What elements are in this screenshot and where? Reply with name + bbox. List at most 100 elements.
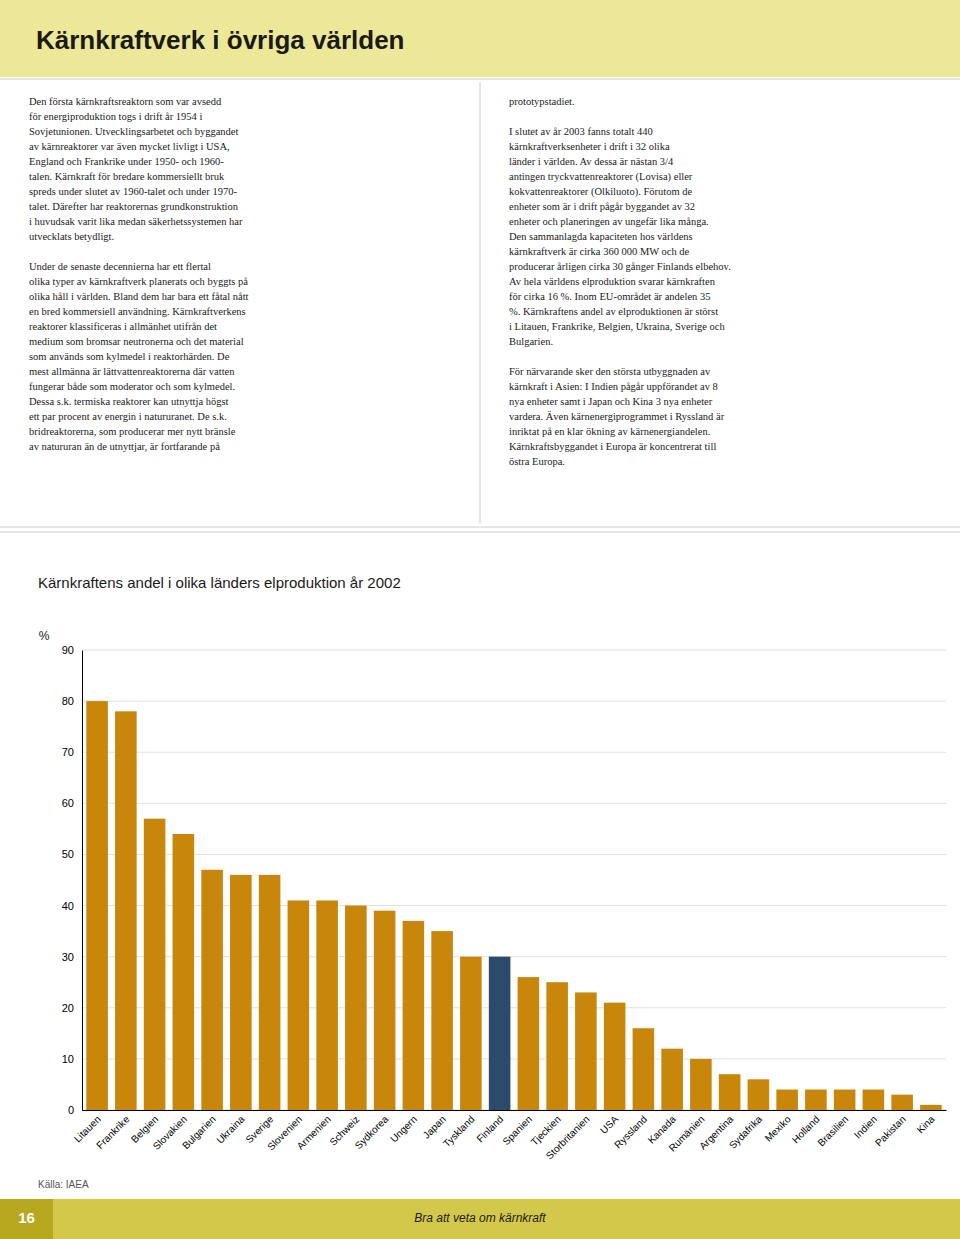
x-tick-label: Sydafrika bbox=[727, 1113, 765, 1151]
bar bbox=[460, 957, 482, 1110]
y-tick-label: 20 bbox=[62, 1002, 74, 1014]
text-line: producerar årligen cirka 30 gånger Finla… bbox=[509, 261, 731, 272]
bar bbox=[719, 1074, 741, 1110]
text-line: talen. Kärnkraft för bredare kommersiell… bbox=[29, 171, 225, 182]
x-tick: Frankrike bbox=[94, 1113, 132, 1151]
text-line: Kärnkraftsbyggandet i Europa är koncentr… bbox=[509, 441, 716, 452]
text-line: olika håll i världen. Bland dem har bara… bbox=[29, 291, 249, 302]
bar bbox=[374, 911, 396, 1110]
text-line: reaktorer klassificeras i allmänhet utif… bbox=[29, 321, 217, 332]
page-number-box bbox=[0, 1199, 53, 1239]
bar bbox=[173, 834, 195, 1110]
x-tick: Brasilien bbox=[815, 1114, 850, 1149]
text-line: olika typer av kärnkraftverk planerats o… bbox=[29, 276, 248, 287]
y-tick: 70 bbox=[62, 746, 82, 758]
x-tick: Storbritanien bbox=[544, 1114, 592, 1162]
y-tick: 80 bbox=[62, 695, 82, 707]
text-line: enheter och planeringen av ungefär lika … bbox=[509, 216, 709, 227]
footer-band bbox=[0, 1199, 960, 1239]
text-line: kärnkraftverksenheter i drift i 32 olika bbox=[509, 141, 670, 152]
bar bbox=[316, 900, 338, 1110]
y-tick-label: 0 bbox=[68, 1104, 74, 1116]
grid bbox=[82, 650, 946, 1110]
x-tick: Sydkorea bbox=[353, 1113, 391, 1151]
footer-text: Bra att veta om kärnkraft bbox=[414, 1211, 546, 1225]
x-tick-label: Storbritanien bbox=[544, 1114, 592, 1162]
text-line: Av hela världens elproduktion svarar kär… bbox=[509, 276, 716, 287]
x-tick: Pakistan bbox=[873, 1114, 908, 1149]
x-tick-label: Ungern bbox=[388, 1114, 419, 1145]
text-line: av natururan än de utnyttjar, är fortfar… bbox=[29, 441, 220, 452]
text-line: bridreaktorerna, som producerar mer nytt… bbox=[29, 426, 236, 437]
text-line: inriktat på en klar ökning av kärnenergi… bbox=[509, 426, 710, 437]
text-line: utvecklats betydligt. bbox=[29, 231, 114, 242]
text-line: i Litauen, Frankrike, Belgien, Ukraina, … bbox=[509, 321, 726, 332]
text-line: Under de senaste decennierna har ett fle… bbox=[29, 261, 211, 272]
text-line: för energiproduktion togs i drift år 195… bbox=[29, 111, 202, 122]
bar bbox=[805, 1090, 827, 1110]
text-line: som används som kylmedel i reaktorhärden… bbox=[29, 351, 230, 362]
text-column: Den första kärnkraftsreaktorn som var av… bbox=[29, 96, 249, 452]
page: Kärnkraftverk i övriga världen Den första… bbox=[0, 0, 960, 1239]
grid-line bbox=[82, 803, 946, 804]
x-tick: Ungern bbox=[388, 1114, 419, 1145]
y-axis: 0102030405060708090 bbox=[62, 644, 83, 1116]
text-line: Den första kärnkraftsreaktorn som var av… bbox=[29, 96, 222, 107]
x-tick-label: Sydkorea bbox=[353, 1113, 391, 1151]
y-tick: 40 bbox=[62, 900, 82, 912]
bar bbox=[604, 1003, 626, 1110]
x-tick-label: Kina bbox=[915, 1113, 937, 1135]
y-tick: 10 bbox=[62, 1053, 82, 1065]
x-tick: Spanien bbox=[500, 1114, 534, 1148]
bar bbox=[863, 1090, 885, 1110]
y-tick: 30 bbox=[62, 951, 82, 963]
x-tick-label: Ukraina bbox=[214, 1113, 246, 1145]
text-line: enheter som är i drift pågår byggandet a… bbox=[509, 201, 695, 212]
text-line: antingen tryckvattenreaktorer (Lovisa) e… bbox=[509, 171, 693, 183]
grid-line bbox=[82, 752, 946, 753]
x-tick: USA bbox=[598, 1113, 621, 1136]
x-tick: Ukraina bbox=[214, 1113, 246, 1145]
text-line: för cirka 16 %. Inom EU-området är andel… bbox=[509, 291, 710, 302]
x-tick-label: Japan bbox=[421, 1114, 448, 1141]
x-tick-label: Indien bbox=[852, 1114, 879, 1141]
x-tick: Armenien bbox=[295, 1114, 333, 1152]
page-title: Kärnkraftverk i övriga världen bbox=[36, 25, 405, 55]
x-tick: Mexiko bbox=[763, 1113, 793, 1143]
text-line: kärnkraftverk är cirka 360 000 MW och de bbox=[509, 246, 690, 257]
text-column: prototypstadiet.I slutet av år 2003 fann… bbox=[509, 96, 731, 467]
header-band bbox=[0, 0, 960, 77]
y-tick-label: 50 bbox=[62, 848, 74, 860]
bar bbox=[86, 701, 108, 1110]
bar bbox=[891, 1095, 913, 1110]
bar bbox=[201, 870, 223, 1110]
x-tick-label: Brasilien bbox=[815, 1114, 850, 1149]
chart: 0102030405060708090%LitauenFrankrikeBelg… bbox=[39, 629, 947, 1161]
text-line: Sovjetunionen. Utvecklingsarbetet och by… bbox=[29, 126, 238, 137]
text-line: mest allmänna är lättvattenreaktorerna d… bbox=[29, 366, 235, 377]
text-line: nya enheter samt i Japan och Kina 3 nya … bbox=[509, 396, 713, 407]
text-line: medium som bromsar neutronerna och det m… bbox=[29, 336, 244, 347]
text-line: För närvarande sker den största utbyggna… bbox=[509, 366, 711, 377]
x-tick: Sydafrika bbox=[727, 1113, 765, 1151]
x-tick: Bulgarien bbox=[180, 1114, 218, 1152]
x-tick-label: Frankrike bbox=[94, 1113, 132, 1151]
text-line: östra Europa. bbox=[509, 456, 565, 467]
bar bbox=[345, 906, 367, 1110]
bar bbox=[115, 711, 137, 1110]
source: Källa: IAEA bbox=[38, 1179, 89, 1190]
y-axis-label: % bbox=[39, 629, 50, 643]
text-line: av kärnreaktorer var även mycket livligt… bbox=[29, 141, 230, 152]
bar bbox=[661, 1049, 683, 1110]
y-tick: 0 bbox=[68, 1104, 82, 1116]
text-line: Bulgarien. bbox=[509, 336, 553, 347]
y-tick: 90 bbox=[62, 644, 82, 656]
text-line: en bred kommersiell användning. Kärnkraf… bbox=[29, 306, 246, 317]
y-tick-label: 70 bbox=[62, 746, 74, 758]
x-tick-label: Spanien bbox=[500, 1114, 534, 1148]
x-tick-label: Ryssland bbox=[612, 1114, 649, 1151]
divider bbox=[0, 532, 960, 533]
x-tick: Kina bbox=[915, 1113, 937, 1135]
x-tick-label: Mexiko bbox=[763, 1113, 793, 1143]
x-axis-line bbox=[83, 1110, 947, 1111]
